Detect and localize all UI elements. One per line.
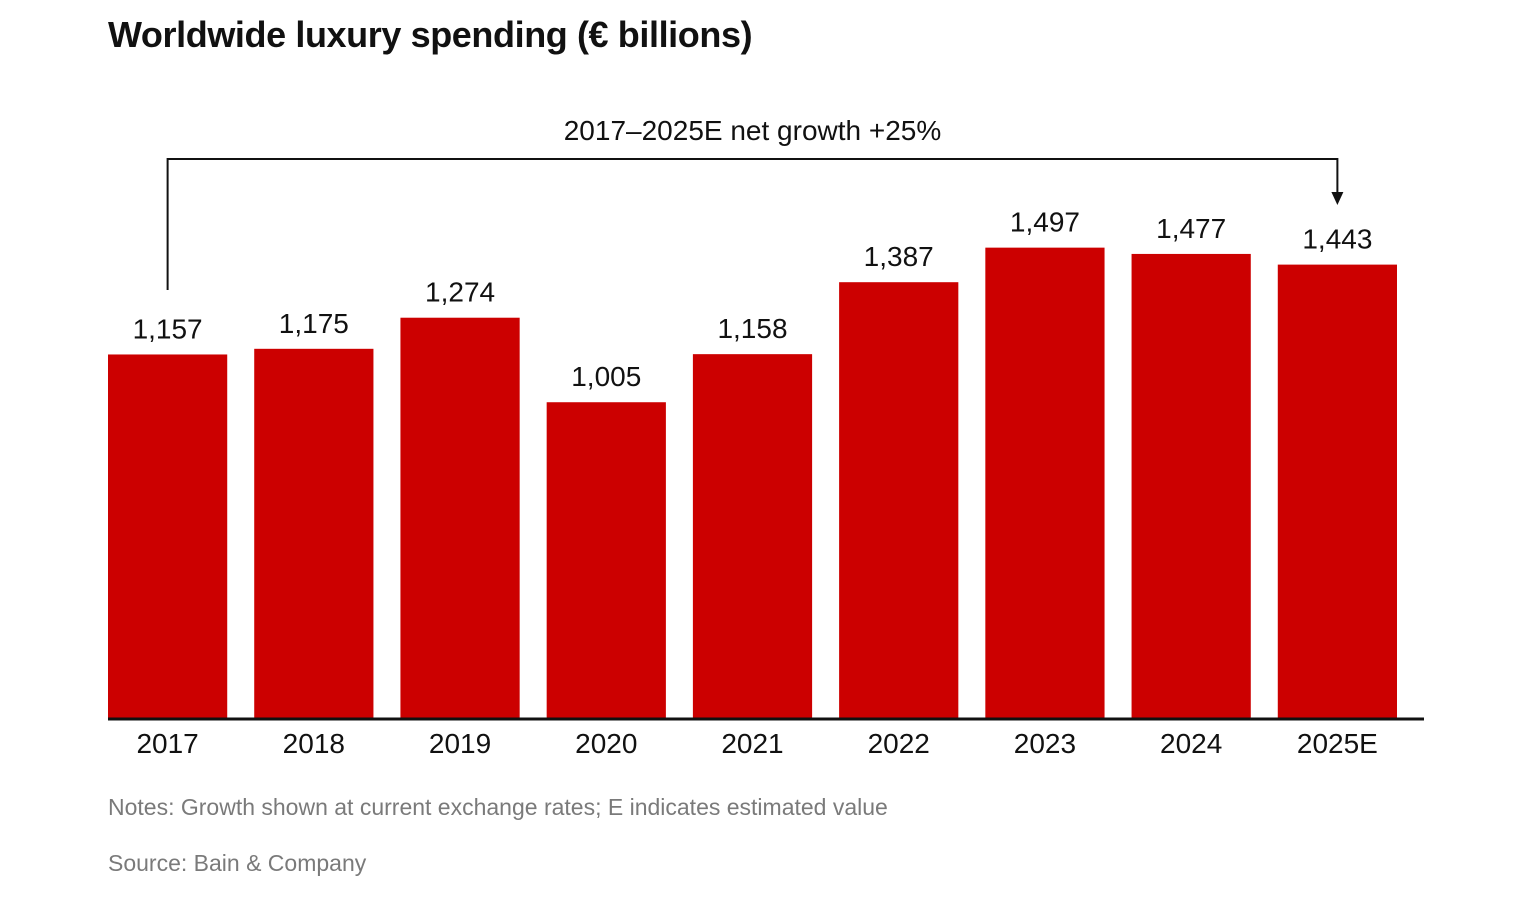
x-tick-label-2020: 2020: [575, 728, 637, 759]
x-tick-label-2019: 2019: [429, 728, 491, 759]
chart-title: Worldwide luxury spending (€ billions): [108, 14, 753, 55]
bar-2023: [985, 247, 1105, 718]
growth-bracket-line: [166, 158, 1339, 290]
bar-2018: [254, 348, 374, 718]
x-tick-label-2022: 2022: [868, 728, 930, 759]
value-label-2022: 1,387: [864, 241, 934, 272]
bar-2021: [692, 354, 813, 718]
bar-2022: [839, 282, 959, 718]
x-tick-labels-layer: 2017 2018 2019 2020 2021 2022 2023 2024 2025E: [136, 728, 1377, 759]
value-label-2025E: 1,443: [1302, 224, 1372, 255]
x-tick-label-2025E: 2025E: [1297, 728, 1378, 759]
growth-annotation: 2017–2025E net growth +25%: [166, 115, 1344, 290]
x-tick-label-2017: 2017: [136, 728, 198, 759]
bar-2017: [108, 354, 228, 718]
bar-2019: [400, 317, 520, 718]
value-label-2018: 1,175: [279, 308, 349, 339]
bar-chart: 1,157 1,175 1,274 1,005 1,158 1,387 1,497 1,477…: [108, 115, 1424, 759]
bar-2024: [1131, 253, 1251, 718]
bars-layer: [108, 247, 1397, 718]
bar-2025E: [1277, 264, 1397, 718]
value-label-2021: 1,158: [717, 313, 787, 344]
value-label-2020: 1,005: [571, 361, 641, 392]
value-labels-layer: 1,157 1,175 1,274 1,005 1,158 1,387 1,497 1,477…: [133, 207, 1373, 393]
bar-2020: [546, 402, 666, 718]
value-label-2019: 1,274: [425, 277, 495, 308]
chart-source: Source: Bain & Company: [108, 850, 367, 876]
value-label-2023: 1,497: [1010, 207, 1080, 238]
chart-notes: Notes: Growth shown at current exchange …: [108, 794, 888, 820]
growth-arrowhead-icon: [1331, 192, 1344, 205]
x-tick-label-2021: 2021: [721, 728, 783, 759]
x-tick-label-2023: 2023: [1014, 728, 1076, 759]
value-label-2024: 1,477: [1156, 213, 1226, 244]
x-tick-label-2018: 2018: [283, 728, 345, 759]
value-label-2017: 1,157: [133, 313, 203, 344]
x-tick-label-2024: 2024: [1160, 728, 1222, 759]
growth-annotation-text: 2017–2025E net growth +25%: [564, 115, 942, 146]
